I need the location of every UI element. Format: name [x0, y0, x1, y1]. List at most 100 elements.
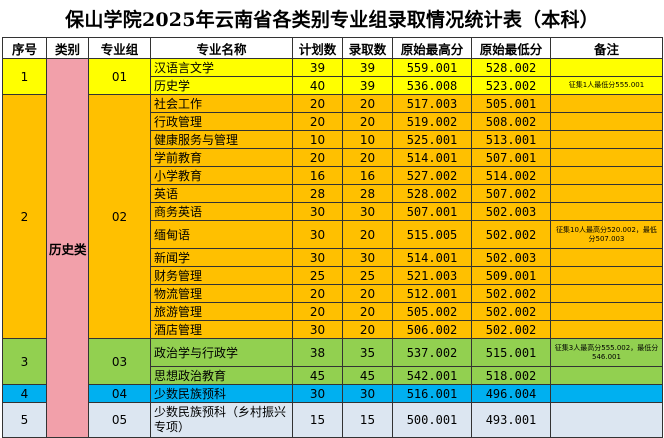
page-title: 保山学院2025年云南省各类别专业组录取情况统计表（本科） [65, 8, 599, 31]
row-admit: 20 [342, 112, 393, 131]
row-plan: 30 [292, 202, 343, 221]
row-major-name: 酒店管理 [150, 320, 293, 339]
table-row: 物流管理 20 20 512.001 502.002 [3, 284, 663, 303]
row-plan: 28 [292, 184, 343, 203]
row-min-score: 515.001 [471, 338, 551, 367]
row-min-score: 508.002 [471, 112, 551, 131]
row-note [550, 266, 663, 285]
row-admit: 15 [342, 402, 393, 438]
row-max-score: 515.005 [392, 220, 472, 249]
table-row: 英语 28 28 528.002 507.002 [3, 184, 663, 203]
row-seq: 3 [2, 338, 47, 385]
row-admit: 10 [342, 130, 393, 149]
table-row: 商务英语 30 30 507.001 502.003 [3, 202, 663, 221]
row-plan: 45 [292, 366, 343, 385]
row-group: 05 [88, 402, 151, 438]
row-max-score: 512.001 [392, 284, 472, 303]
table-row: 小学教育 16 16 527.002 514.002 [3, 166, 663, 185]
row-major-name: 缅甸语 [150, 220, 293, 249]
row-note [550, 284, 663, 303]
row-admit: 25 [342, 266, 393, 285]
row-note [550, 148, 663, 167]
row-min-score: 523.002 [471, 76, 551, 95]
table-row: 旅游管理 20 20 505.002 502.002 [3, 302, 663, 321]
row-group: 04 [88, 384, 151, 403]
row-max-score: 507.001 [392, 202, 472, 221]
row-note [550, 184, 663, 203]
row-plan: 39 [292, 58, 343, 77]
row-plan: 20 [292, 112, 343, 131]
row-major-name: 少数民族预科 [150, 384, 293, 403]
header-min: 原始最低分 [471, 37, 551, 59]
row-admit: 30 [342, 384, 393, 403]
row-admit: 35 [342, 338, 393, 367]
row-major-name: 行政管理 [150, 112, 293, 131]
row-major-name: 英语 [150, 184, 293, 203]
row-plan: 30 [292, 320, 343, 339]
row-plan: 20 [292, 302, 343, 321]
row-max-score: 505.002 [392, 302, 472, 321]
row-max-score: 514.001 [392, 248, 472, 267]
row-max-score: 517.003 [392, 94, 472, 113]
row-admit: 20 [342, 148, 393, 167]
header-row: 序号 类别 专业组 专业名称 计划数 录取数 原始最高分 原始最低分 备注 [2, 37, 663, 59]
row-note [550, 302, 663, 321]
row-note: 征集1人最低分555.001 [550, 76, 663, 95]
row-admit: 20 [342, 220, 393, 249]
row-max-score: 516.001 [392, 384, 472, 403]
row-admit: 20 [342, 320, 393, 339]
row-min-score: 502.002 [471, 302, 551, 321]
row-major-name: 健康服务与管理 [150, 130, 293, 149]
row-note [550, 58, 663, 77]
row-note [550, 166, 663, 185]
row-major-name: 物流管理 [150, 284, 293, 303]
category-cell: 历史类 [46, 58, 89, 438]
row-note [550, 320, 663, 339]
row-max-score: 537.002 [392, 338, 472, 367]
row-major-name: 政治学与行政学 [150, 338, 293, 367]
table-row: 3 03 政治学与行政学 38 35 537.002 515.001 征集3人最高分555.0… [2, 338, 663, 385]
row-admit: 30 [342, 248, 393, 267]
row-admit: 16 [342, 166, 393, 185]
row-min-score: 493.001 [471, 402, 551, 438]
row-min-score: 502.002 [471, 284, 551, 303]
row-major-name: 社会工作 [150, 94, 293, 113]
row-max-score: 542.001 [392, 366, 472, 385]
row-plan: 16 [292, 166, 343, 185]
row-major-name: 旅游管理 [150, 302, 293, 321]
table-row: 4 04 少数民族预科 30 30 516.001 496.004 [2, 384, 663, 403]
row-min-score: 513.001 [471, 130, 551, 149]
row-seq: 1 [2, 58, 47, 95]
row-min-score: 502.002 [471, 220, 551, 249]
row-note [550, 94, 663, 113]
row-max-score: 521.003 [392, 266, 472, 285]
row-plan: 30 [292, 384, 343, 403]
row-seq: 5 [2, 402, 47, 438]
row-min-score: 507.002 [471, 184, 551, 203]
row-note [550, 130, 663, 149]
header-note: 备注 [550, 37, 663, 59]
row-note [550, 402, 663, 438]
row-min-score: 514.002 [471, 166, 551, 185]
row-max-score: 527.002 [392, 166, 472, 185]
row-group: 02 [88, 94, 151, 339]
row-seq: 4 [2, 384, 47, 403]
table-row: 思想政治教育 45 45 542.001 518.002 [3, 366, 663, 385]
row-major-name: 学前教育 [150, 148, 293, 167]
header-seq: 序号 [2, 37, 47, 59]
row-note [550, 366, 663, 385]
row-note [550, 384, 663, 403]
row-max-score: 506.002 [392, 320, 472, 339]
row-major-name: 少数民族预科（乡村振兴专项） [150, 402, 293, 438]
row-plan: 20 [292, 148, 343, 167]
header-admit: 录取数 [342, 37, 393, 59]
row-note: 征集3人最高分555.002，最低分546.001 [550, 338, 663, 367]
row-plan: 25 [292, 266, 343, 285]
table-row: 缅甸语 30 20 515.005 502.002 征集10人最高分520.002，最低分… [3, 220, 663, 249]
row-major-name: 财务管理 [150, 266, 293, 285]
row-min-score: 518.002 [471, 366, 551, 385]
table-row: 5 05 少数民族预科（乡村振兴专项） 15 15 500.001 493.001 [2, 402, 663, 438]
row-plan: 20 [292, 94, 343, 113]
row-major-name: 汉语言文学 [150, 58, 293, 77]
row-min-score: 509.001 [471, 266, 551, 285]
